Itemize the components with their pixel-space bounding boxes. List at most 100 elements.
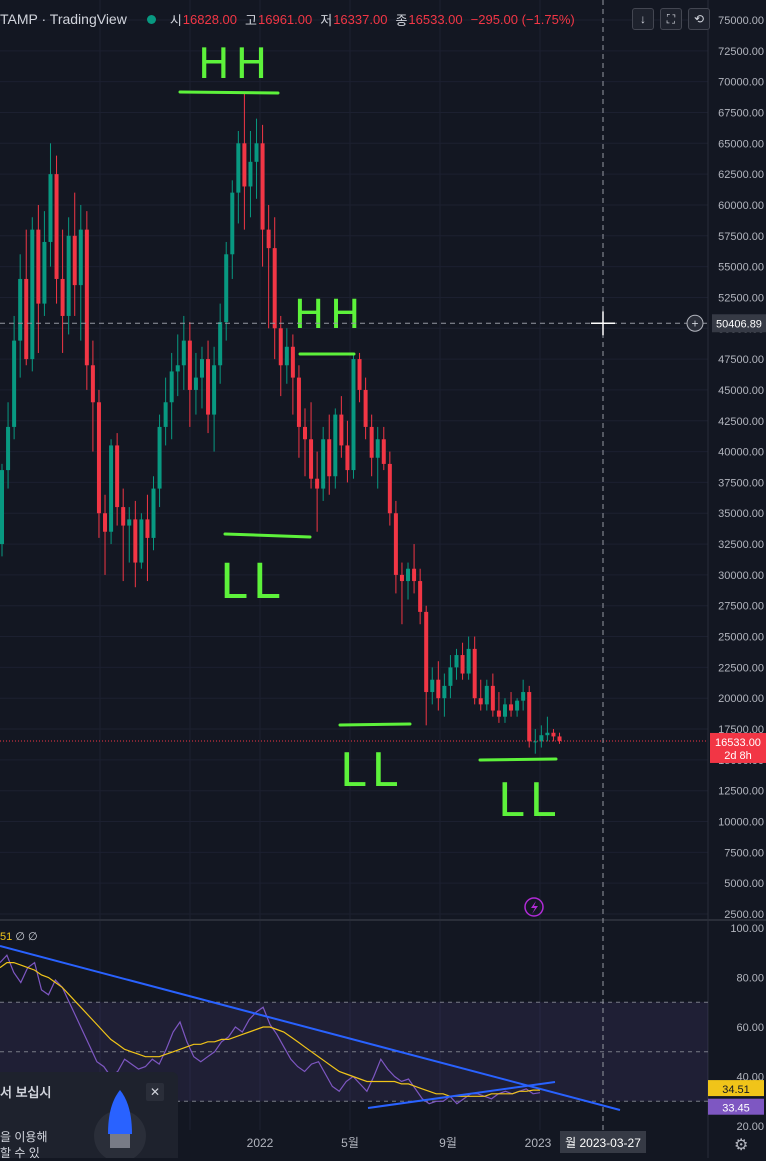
candle-body — [496, 710, 501, 717]
candle-body — [515, 700, 520, 711]
last-price-badge — [710, 732, 766, 763]
time-axis-label: 9월 — [439, 1136, 457, 1150]
candle-body — [103, 513, 108, 532]
candle-body — [357, 359, 362, 390]
candle-body — [199, 359, 204, 378]
candle-body — [333, 414, 338, 477]
candle-body — [66, 235, 71, 316]
candle-body — [375, 439, 380, 458]
time-axis-label: 5월 — [341, 1136, 359, 1150]
flash-icon — [531, 901, 538, 914]
flash-icon — [524, 897, 544, 917]
add-alert-icon: + — [691, 316, 698, 330]
candle-body — [60, 278, 65, 316]
promo-text-line: 을 이용해 — [0, 1130, 48, 1144]
candle-body — [406, 568, 411, 582]
candle-body — [187, 340, 192, 390]
price-tick-label: 72500.00 — [718, 46, 764, 58]
price-tick-label: 45000.00 — [718, 385, 764, 397]
download-icon[interactable]: ↓ — [632, 8, 654, 30]
rsi-tick-label: 60.00 — [736, 1022, 764, 1034]
price-axis: 75000.00 72500.00 70000.00 67500.00 65000.00… — [707, 0, 766, 1158]
annotation-line — [178, 90, 280, 95]
price-tick-label: 7500.00 — [724, 847, 764, 859]
candle-body — [109, 445, 114, 532]
candle-body — [472, 648, 477, 699]
price-tick-label: 52500.00 — [718, 292, 764, 304]
promo-popup[interactable]: 서 보십시 ✕ 을 이용해 할 수 있 — [0, 1072, 178, 1160]
price-tick-label: 40000.00 — [718, 447, 764, 459]
candle-body — [206, 359, 211, 415]
fullscreen-icon[interactable]: ⛶ — [660, 8, 682, 30]
price-axis-bg — [708, 0, 766, 920]
promo-text-line: 할 수 있 — [0, 1146, 40, 1160]
price-tick-label: 70000.00 — [718, 77, 764, 89]
price-tick-label: 5000.00 — [724, 878, 764, 890]
candle-body — [48, 174, 53, 242]
price-tick-label: 30000.00 — [718, 570, 764, 582]
crosshair-date-badge — [560, 1131, 646, 1153]
gear-icon[interactable]: ⚙ — [734, 1137, 749, 1154]
candle-body — [460, 655, 465, 674]
price-tick-label: 12500.00 — [718, 786, 764, 798]
refresh-icon[interactable]: ⟲ — [688, 8, 710, 30]
symbol-header: TAMP · TradingView 시 16828.00 고 16961.00 저… — [0, 8, 583, 30]
price-tick-label: 42500.00 — [718, 416, 764, 428]
price-grid — [0, 0, 708, 1130]
annotation-text: HH — [198, 39, 273, 88]
candle-body — [351, 359, 356, 471]
candle-body — [115, 445, 120, 508]
candle-body — [260, 143, 265, 230]
price-tick-label: 32500.00 — [718, 539, 764, 551]
price-tick-label: 47500.00 — [718, 354, 764, 366]
open-label: 시 — [169, 12, 182, 28]
candle-body — [145, 519, 150, 538]
candle-body — [224, 254, 229, 323]
candle-body — [490, 685, 495, 711]
rsi-ma-value: 34.51 — [722, 1084, 750, 1096]
candle-body — [266, 229, 271, 249]
rsi-legend[interactable]: 51 ∅ ∅ — [0, 930, 38, 943]
candle-body — [545, 732, 550, 736]
low-label: 저 — [320, 12, 333, 28]
rsi-badge — [708, 1098, 764, 1115]
candle-body — [290, 346, 295, 378]
candle-body — [254, 143, 259, 162]
change-value: −295.00 (−1.75%) — [470, 11, 575, 27]
price-tick-label: 60000.00 — [718, 200, 764, 212]
candle-body — [278, 328, 283, 366]
candle-body — [163, 402, 168, 427]
candle-body — [90, 365, 95, 403]
close-icon[interactable]: ✕ — [146, 1083, 164, 1101]
market-status-icon — [146, 14, 156, 24]
add-alert-icon — [686, 314, 704, 332]
candle-body — [157, 426, 162, 489]
candle-body — [151, 488, 156, 538]
price-tick-label: 65000.00 — [718, 138, 764, 150]
price-tick-label: 35000.00 — [718, 508, 764, 520]
rsi-legend-extra: ∅ ∅ — [15, 931, 38, 943]
candle-body — [381, 439, 386, 464]
rsi-tick-label: 80.00 — [736, 973, 764, 985]
candle-body — [484, 685, 489, 705]
candle-body — [296, 377, 301, 427]
crosshair-price-badge — [712, 314, 766, 333]
price-tick-label: 67500.00 — [718, 107, 764, 119]
candle-body — [502, 704, 507, 717]
last-price-label: 16533.00 — [715, 737, 761, 749]
annotation-text: LL — [340, 743, 403, 797]
candle-body — [0, 470, 4, 545]
candle-body — [430, 679, 435, 693]
candle-body — [12, 340, 17, 427]
price-tick-label: 10000.00 — [718, 817, 764, 829]
crosshair-price-label: 50406.89 — [716, 318, 762, 330]
candle-body — [393, 513, 398, 575]
symbol-title[interactable]: TAMP · TradingView — [0, 11, 127, 27]
high-value: 16961.00 — [258, 11, 313, 27]
price-tick-label: 55000.00 — [718, 262, 764, 274]
candle-body — [399, 574, 404, 582]
trendline — [0, 945, 621, 1111]
trendline — [367, 1081, 556, 1109]
